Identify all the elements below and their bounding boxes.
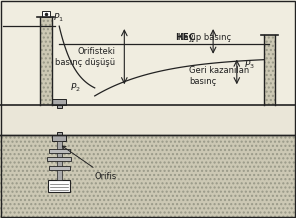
Bar (57, 141, 62, 170)
Bar (57, 132, 62, 135)
Text: $P_2$: $P_2$ (70, 81, 81, 94)
Polygon shape (40, 17, 52, 105)
Polygon shape (0, 105, 296, 135)
Bar (47, 157, 71, 161)
Bar (52, 135, 66, 141)
Polygon shape (0, 135, 296, 218)
Bar (40, 17, 52, 105)
Bar (0, 135, 296, 218)
Bar (264, 35, 275, 105)
Bar (57, 170, 62, 180)
Polygon shape (0, 0, 296, 135)
Bar (52, 99, 66, 105)
Polygon shape (264, 35, 275, 105)
Text: Kayıp basınç: Kayıp basınç (178, 32, 231, 42)
Text: $P_1$: $P_1$ (53, 12, 64, 24)
Bar (49, 149, 70, 153)
Text: Geri kazanılan
basınç: Geri kazanılan basınç (189, 66, 250, 86)
Text: Orifis: Orifis (62, 146, 117, 181)
Bar (57, 105, 62, 108)
Text: $P_3$: $P_3$ (244, 59, 255, 71)
Bar (49, 166, 70, 170)
Bar (48, 180, 70, 192)
Text: HEÇ: HEÇ (175, 33, 195, 42)
Text: Orifisteki
basınç düşüşü: Orifisteki basınç düşüşü (55, 47, 115, 67)
Bar (42, 11, 50, 17)
